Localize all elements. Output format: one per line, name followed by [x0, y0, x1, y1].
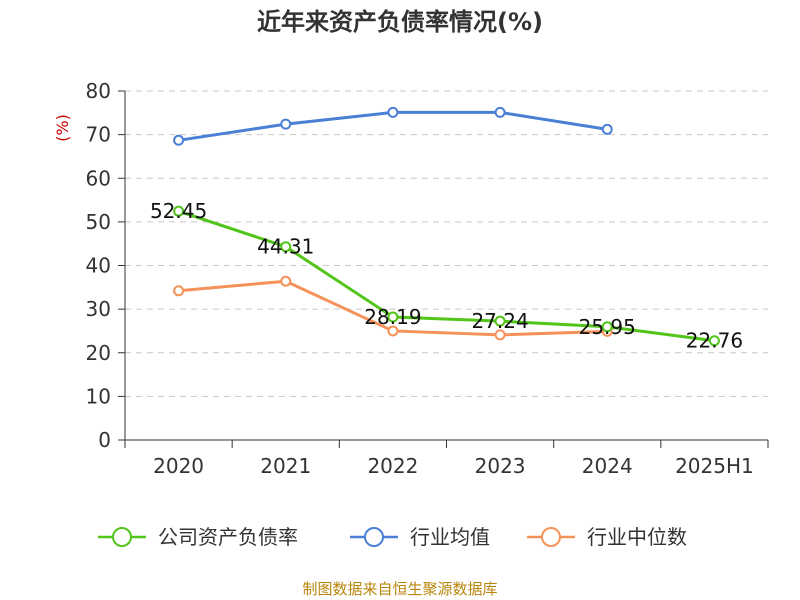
data-point[interactable] — [494, 315, 506, 327]
x-tick-label: 2025H1 — [675, 454, 754, 478]
legend-marker — [364, 527, 384, 547]
series-lines — [173, 106, 720, 347]
y-tick-label: 30 — [86, 297, 111, 321]
data-point[interactable] — [494, 106, 506, 118]
y-axis-label: (%) — [53, 114, 72, 142]
data-point[interactable] — [387, 106, 399, 118]
legend-item-0[interactable]: 公司资产负债率 — [98, 525, 298, 549]
data-point[interactable] — [494, 329, 506, 341]
y-tick-label: 80 — [86, 79, 111, 103]
axes: 0 10 20 30 40 50 60 70 80 2020 2021 2022 2023 2024 202… — [86, 79, 769, 478]
y-tick-label: 60 — [86, 166, 111, 190]
data-point[interactable] — [173, 285, 185, 297]
legend-item-2[interactable]: 行业中位数 — [527, 525, 687, 549]
data-point[interactable] — [173, 134, 185, 146]
data-labels: 52.45 44.31 28.19 27.24 25.95 22.76 — [150, 199, 743, 353]
chart-title: 近年来资产负债率情况(%) — [257, 8, 543, 36]
data-label: 44.31 — [257, 235, 314, 259]
y-tick-label: 0 — [98, 428, 111, 452]
legend-label: 行业均值 — [410, 525, 490, 549]
y-tick-label: 50 — [86, 210, 111, 234]
x-tick-label: 2024 — [582, 454, 633, 478]
data-point[interactable] — [601, 123, 613, 135]
legend-label: 公司资产负债率 — [158, 525, 298, 549]
data-label: 28.19 — [364, 305, 421, 329]
data-point[interactable] — [280, 275, 292, 287]
series-line-0 — [178, 209, 715, 343]
data-point[interactable] — [708, 335, 720, 347]
data-point[interactable] — [173, 205, 185, 217]
legend[interactable]: 公司资产负债率 行业均值 行业中位数 — [98, 525, 687, 549]
legend-marker — [541, 527, 561, 547]
legend-marker — [112, 527, 132, 547]
data-label: 25.95 — [579, 315, 636, 339]
data-point[interactable] — [387, 325, 399, 337]
source-note: 制图数据来自恒生聚源数据库 — [302, 580, 497, 598]
data-label: 27.24 — [471, 309, 528, 333]
data-point[interactable] — [280, 118, 292, 130]
legend-label: 行业中位数 — [587, 525, 687, 549]
data-point[interactable] — [601, 321, 613, 333]
y-tick-label: 20 — [86, 341, 111, 365]
x-tick-label: 2020 — [153, 454, 204, 478]
data-point[interactable] — [280, 241, 292, 253]
y-tick-label: 70 — [86, 123, 111, 147]
y-tick-label: 10 — [86, 384, 111, 408]
x-tick-label: 2023 — [475, 454, 526, 478]
legend-item-1[interactable]: 行业均值 — [350, 525, 490, 549]
data-label: 52.45 — [150, 199, 207, 223]
data-label: 22.76 — [686, 329, 743, 353]
x-tick-label: 2021 — [260, 454, 311, 478]
y-tick-label: 40 — [86, 254, 111, 278]
x-tick-label: 2022 — [367, 454, 418, 478]
grid-lines — [125, 90, 768, 397]
data-point[interactable] — [387, 311, 399, 323]
